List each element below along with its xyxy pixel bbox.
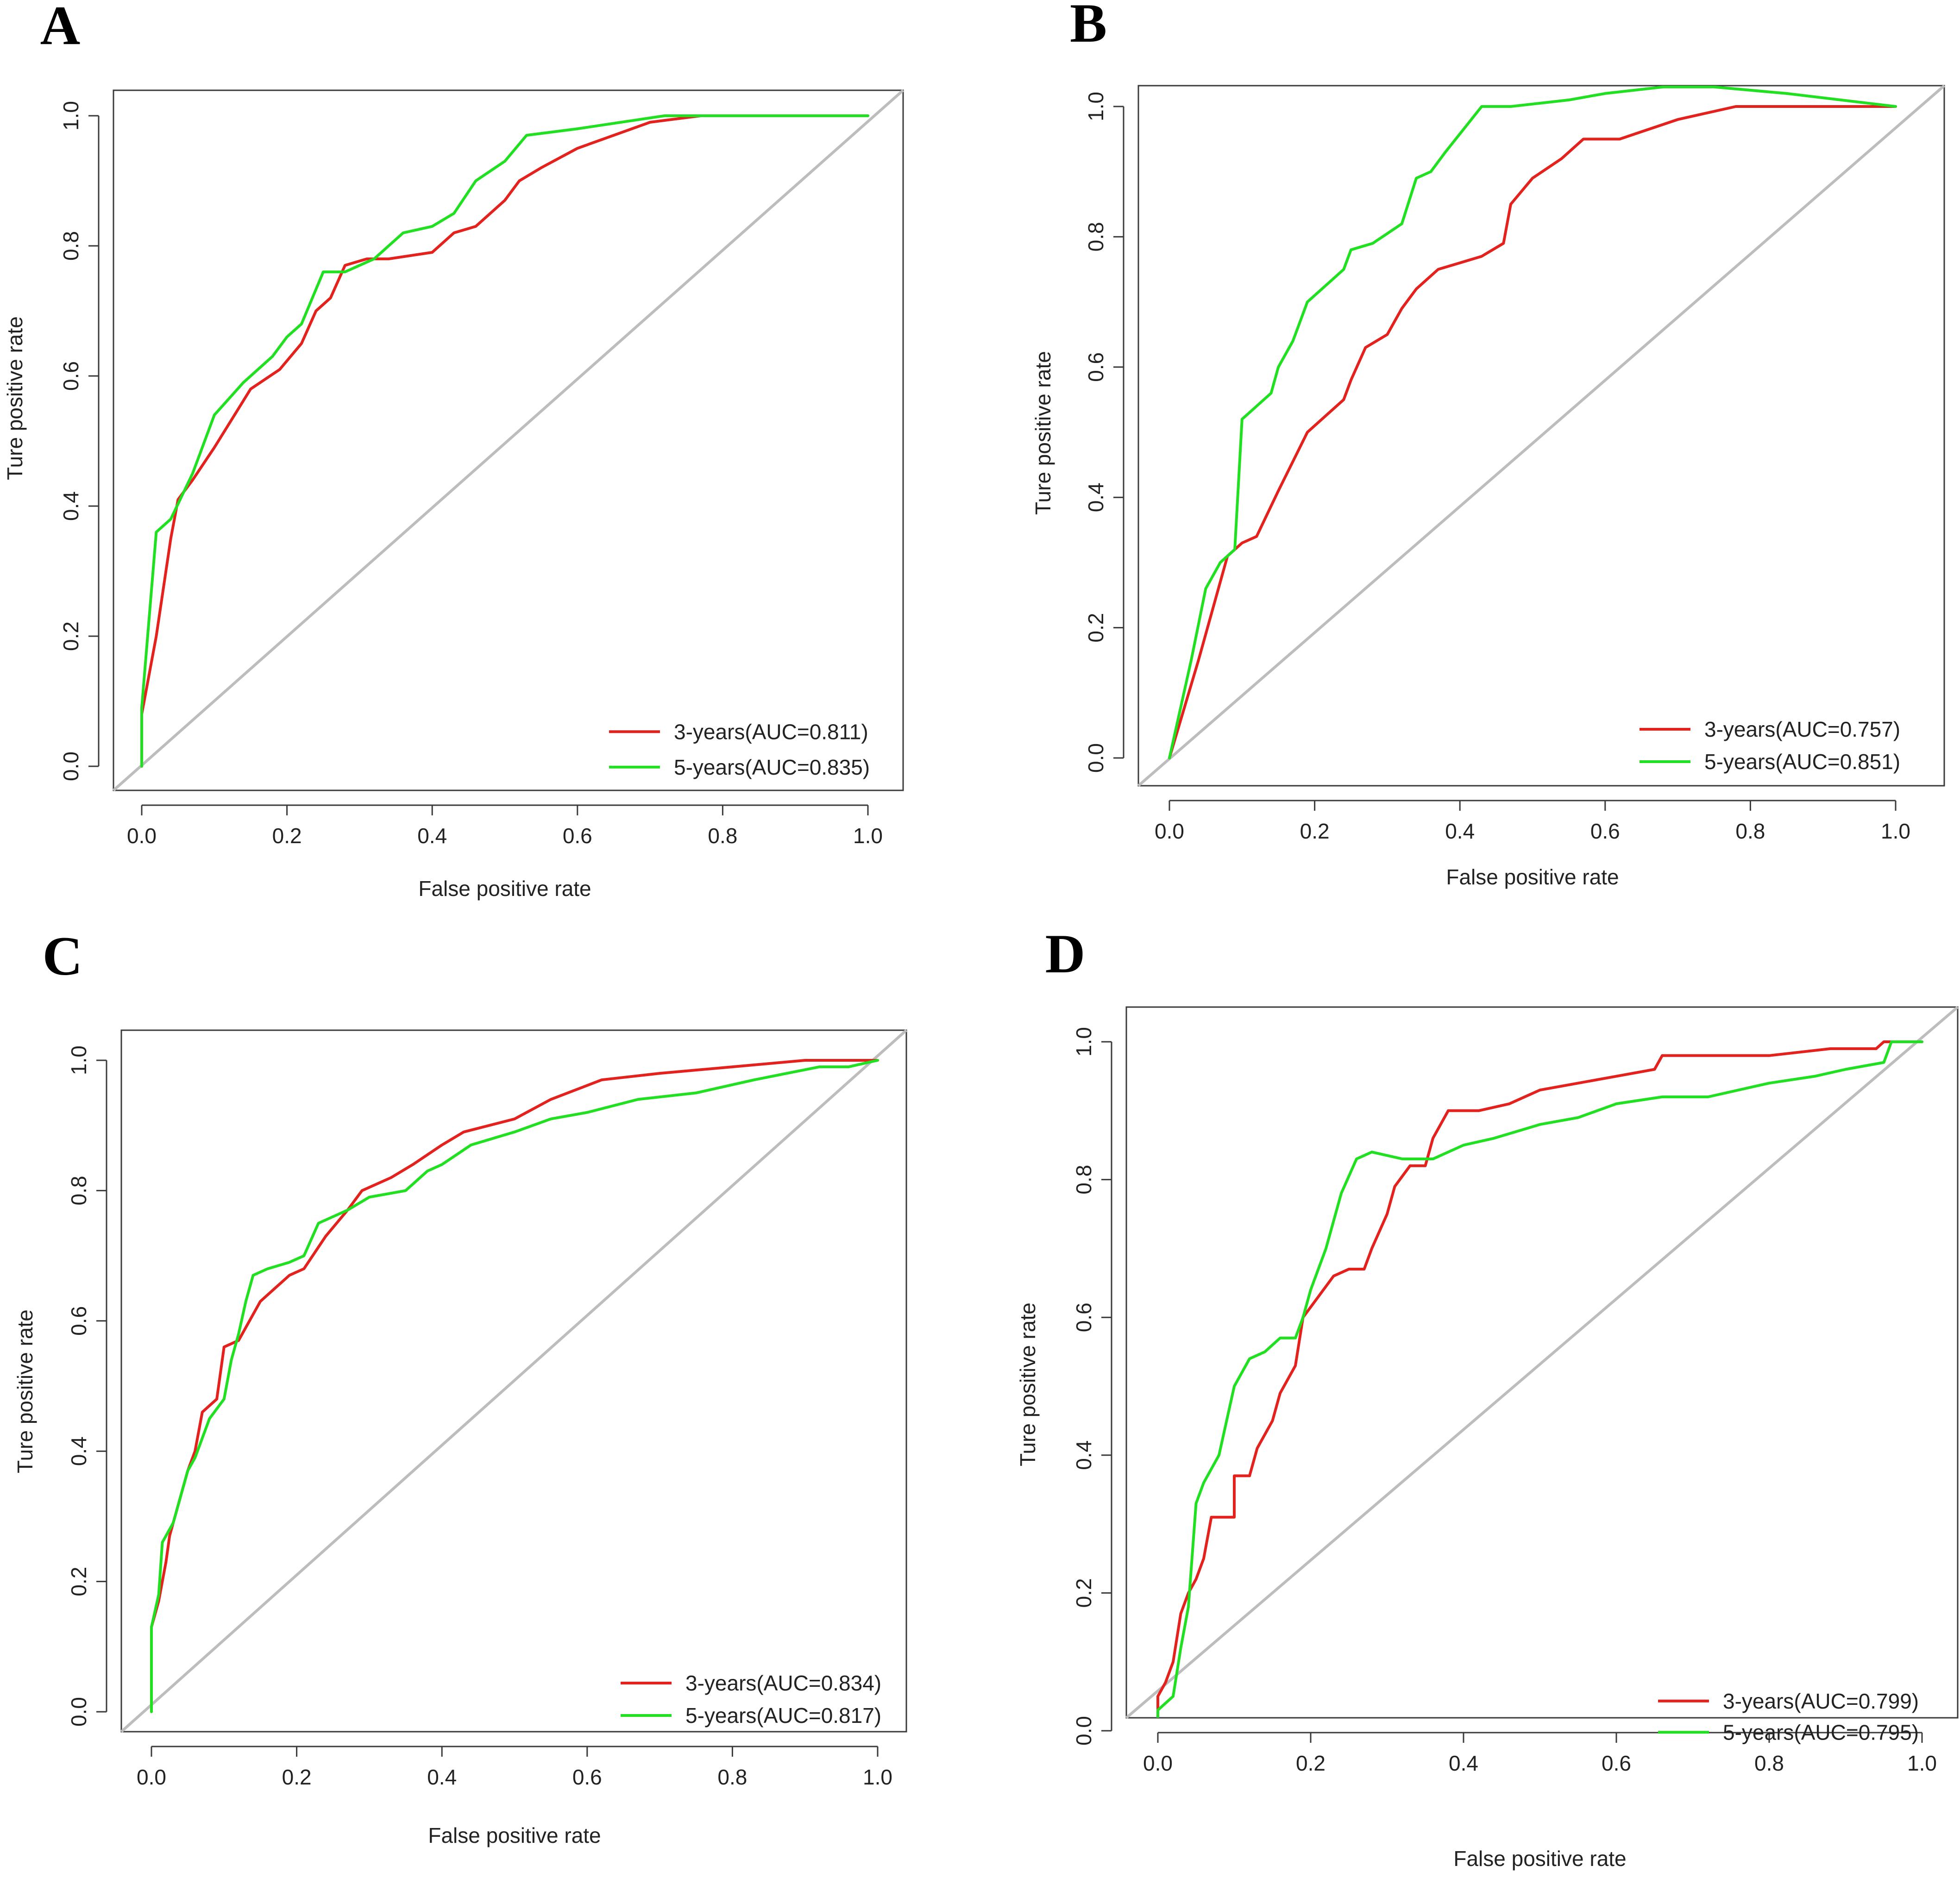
y-tick-label: 1.0	[1084, 92, 1108, 121]
plot-frame	[120, 1029, 907, 1733]
x-axis-title: False positive rate	[428, 1823, 601, 1847]
x-tick-label: 0.6	[572, 1765, 602, 1789]
plot-frame	[113, 89, 904, 791]
x-tick-label: 0.2	[272, 824, 302, 848]
x-tick-label: 0.0	[1143, 1751, 1173, 1775]
x-tick-label: 0.8	[1735, 819, 1765, 843]
y-tick-label: 0.6	[1072, 1302, 1096, 1332]
x-tick-label: 0.2	[282, 1765, 312, 1789]
roc-panel-a: A 0.0 0.2 0.4 0.6 0.8 1.0 0.0 0.2 0.4 0.6 0.8 1.0 Fal…	[3, 0, 904, 901]
y-tick-label: 0.6	[1084, 352, 1108, 382]
roc-curve-5-years	[1168, 86, 1897, 759]
x-tick-label: 1.0	[853, 824, 883, 848]
reference-diagonal	[1125, 1006, 1959, 1719]
x-tick-label: 0.2	[1296, 1751, 1326, 1775]
x-tick-label: 0.0	[137, 1765, 166, 1789]
panel-label-c: C	[43, 925, 83, 987]
y-tick-label: 0.4	[59, 491, 83, 521]
roc-curve-5-years	[1156, 1040, 1923, 1718]
x-tick-label: 0.8	[708, 824, 737, 848]
y-tick-label: 0.8	[1072, 1165, 1096, 1195]
y-tick-label: 0.0	[59, 751, 83, 781]
roc-panel-b: B 0.0 0.2 0.4 0.6 0.8 1.0 0.0 0.2 0.4 0.6 0.8 1.0 Fal…	[1031, 0, 1945, 889]
legend-entry: 3-years(AUC=0.834)	[685, 1671, 881, 1695]
y-tick-label: 1.0	[1072, 1027, 1096, 1057]
y-axis-title: Ture positive rate	[13, 1309, 37, 1473]
y-axis-title: Ture positive rate	[1031, 351, 1055, 515]
x-tick-label: 1.0	[863, 1765, 892, 1789]
y-tick-label: 1.0	[59, 101, 83, 131]
legend: 3-years(AUC=0.757) 5-years(AUC=0.851)	[1640, 717, 1900, 774]
legend-entry: 3-years(AUC=0.811)	[674, 720, 868, 744]
x-tick-label: 0.6	[1602, 1751, 1631, 1775]
y-tick-label: 0.0	[1072, 1716, 1096, 1746]
y-tick-label: 0.2	[67, 1567, 91, 1596]
legend-entry: 3-years(AUC=0.799)	[1723, 1689, 1919, 1713]
legend: 3-years(AUC=0.799) 5-years(AUC=0.795)	[1658, 1689, 1919, 1744]
panel-label-b: B	[1070, 0, 1107, 54]
legend-entry: 5-years(AUC=0.795)	[1723, 1720, 1919, 1744]
x-tick-label: 0.8	[717, 1765, 747, 1789]
roc-curve-5-years	[150, 1059, 879, 1713]
x-tick-label: 1.0	[1881, 819, 1910, 843]
x-tick-label: 0.8	[1754, 1751, 1784, 1775]
x-tick-label: 0.6	[563, 824, 592, 848]
y-tick-label: 0.2	[59, 621, 83, 651]
y-tick-label: 0.2	[1072, 1578, 1096, 1608]
y-tick-label: 0.0	[1084, 743, 1108, 773]
y-tick-label: 0.8	[59, 231, 83, 261]
x-axis-title: False positive rate	[1453, 1847, 1626, 1871]
y-tick-label: 0.6	[59, 361, 83, 391]
y-axis-title: Ture positive rate	[1016, 1302, 1040, 1466]
roc-panel-d: D 0.0 0.2 0.4 0.6 0.8 1.0 0.0 0.2 0.4 0.6 0.8 1.0 Fal…	[1016, 923, 1959, 1871]
legend-entry: 5-years(AUC=0.851)	[1704, 750, 1900, 774]
roc-curve-3-years	[1156, 1040, 1923, 1718]
roc-curve-5-years	[140, 114, 869, 768]
reference-diagonal	[120, 1029, 907, 1733]
x-axis-title: False positive rate	[1446, 865, 1619, 889]
legend-entry: 5-years(AUC=0.817)	[685, 1703, 881, 1728]
legend-entry: 3-years(AUC=0.757)	[1704, 717, 1900, 741]
x-tick-label: 0.0	[1155, 819, 1184, 843]
panel-label-d: D	[1045, 923, 1086, 984]
y-tick-label: 0.8	[1084, 222, 1108, 251]
x-axis-title: False positive rate	[418, 876, 591, 901]
x-tick-label: 0.4	[1445, 819, 1475, 843]
y-tick-label: 0.8	[67, 1176, 91, 1205]
x-tick-label: 0.0	[127, 824, 157, 848]
y-tick-label: 0.6	[67, 1306, 91, 1336]
x-tick-label: 1.0	[1907, 1751, 1937, 1775]
roc-curve-3-years	[1168, 105, 1897, 759]
plot-frame	[1137, 85, 1945, 787]
y-tick-label: 0.0	[67, 1697, 91, 1727]
y-tick-label: 1.0	[67, 1045, 91, 1075]
x-tick-label: 0.6	[1590, 819, 1620, 843]
roc-curve-3-years	[150, 1059, 879, 1629]
x-tick-label: 0.4	[1449, 1751, 1478, 1775]
y-tick-label: 0.4	[1084, 482, 1108, 512]
x-tick-label: 0.4	[427, 1765, 457, 1789]
plot-frame	[1125, 1006, 1959, 1719]
reference-diagonal	[113, 89, 904, 792]
legend: 3-years(AUC=0.834) 5-years(AUC=0.817)	[621, 1671, 881, 1728]
legend-entry: 5-years(AUC=0.835)	[674, 755, 870, 779]
y-axis-title: Ture positive rate	[3, 316, 27, 480]
roc-panel-c: C 0.0 0.2 0.4 0.6 0.8 1.0 0.0 0.2 0.4 0.6 0.8 1.0 Fal…	[13, 925, 907, 1847]
x-tick-label: 0.2	[1300, 819, 1330, 843]
panel-label-a: A	[40, 0, 81, 56]
y-tick-label: 0.4	[1072, 1440, 1096, 1470]
reference-diagonal	[1137, 84, 1945, 787]
legend: 3-years(AUC=0.811) 5-years(AUC=0.835)	[609, 720, 870, 779]
x-tick-label: 0.4	[417, 824, 447, 848]
y-tick-label: 0.4	[67, 1436, 91, 1466]
y-tick-label: 0.2	[1084, 613, 1108, 643]
